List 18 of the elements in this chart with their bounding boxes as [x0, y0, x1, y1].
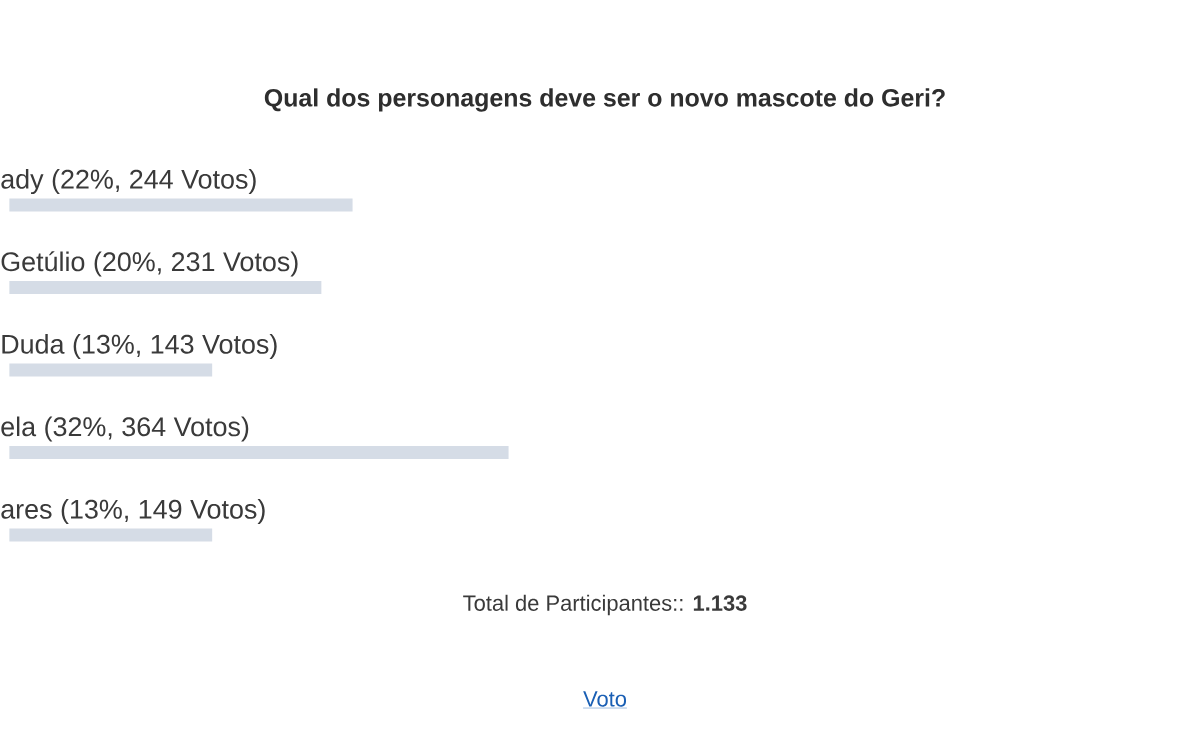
data-label: (20%, 231 Votos) [94, 251, 298, 277]
data-label: (13%, 149 Votos) [61, 499, 265, 525]
y-tick-label: Duda [2, 334, 65, 354]
bar [9, 445, 509, 459]
text: Total de Participantes:: 1.133 [463, 594, 747, 616]
y-tick-label: ares [1, 504, 52, 519]
bar [9, 198, 353, 212]
bar [9, 281, 322, 294]
bar [9, 528, 213, 542]
bar [9, 363, 213, 377]
y-tick-label: Getúlio [1, 251, 85, 272]
text: Qual dos personagens deve ser o novo mascote do Geri? [264, 88, 945, 112]
data-label: (13%, 143 Votos) [73, 334, 277, 360]
data-label: (22%, 244 Votos) [52, 168, 256, 195]
y-tick-label: ady [1, 168, 44, 195]
y-tick-label: ela [1, 416, 37, 437]
data-label: (32%, 364 Votos) [45, 416, 249, 442]
text: Voto [583, 691, 627, 707]
